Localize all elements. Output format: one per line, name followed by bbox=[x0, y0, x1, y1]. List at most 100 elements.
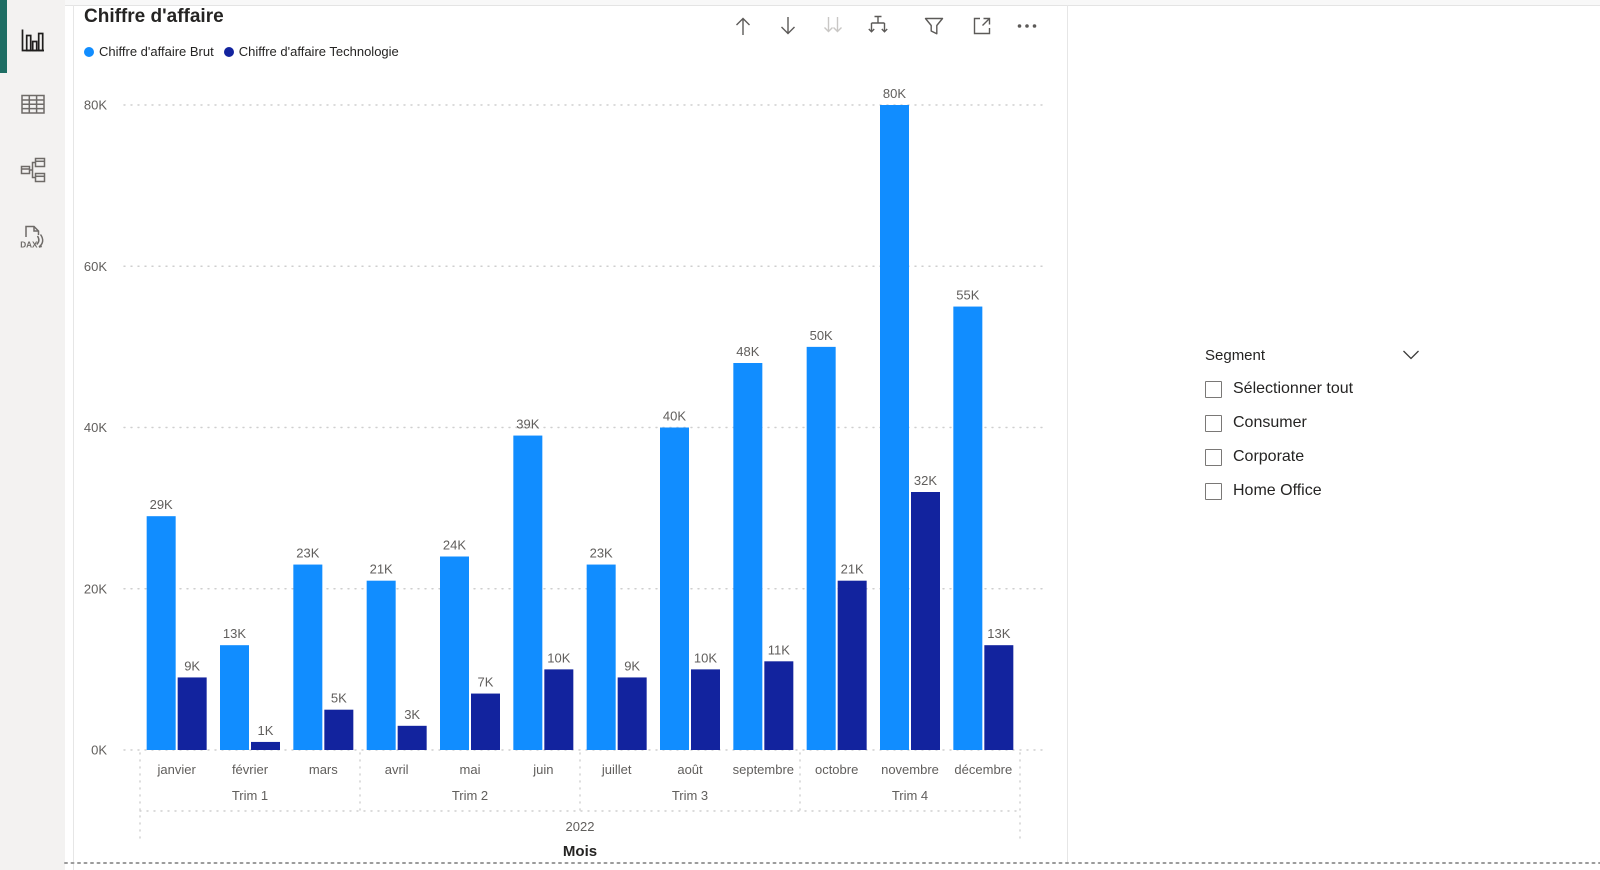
drill-down-next-level-icon bbox=[824, 17, 842, 33]
legend: Chiffre d'affaire Brut Chiffre d'affaire … bbox=[84, 44, 399, 59]
table-view-icon bbox=[21, 94, 45, 114]
y-axis-tick-label: 80K bbox=[84, 98, 107, 113]
focus-mode-icon bbox=[973, 17, 991, 35]
bar-technologie[interactable] bbox=[911, 492, 940, 750]
x-axis-month-label: septembre bbox=[733, 762, 794, 777]
legend-label: Chiffre d'affaire Technologie bbox=[238, 44, 399, 59]
x-axis-quarter-label: Trim 1 bbox=[232, 788, 268, 803]
sidebar-item-table-view[interactable] bbox=[14, 85, 52, 123]
bar-brut[interactable] bbox=[366, 580, 396, 750]
drill-up-icon bbox=[736, 17, 750, 35]
bar-technologie[interactable] bbox=[691, 669, 720, 750]
bar-data-label: 21K bbox=[841, 562, 864, 577]
bar-brut[interactable] bbox=[440, 556, 469, 751]
y-axis-tick-label: 40K bbox=[84, 420, 107, 435]
legend-item[interactable]: Chiffre d'affaire Technologie bbox=[223, 44, 399, 59]
expand-all-down-one-level-button[interactable] bbox=[863, 10, 893, 42]
slicer-item-label: Corporate bbox=[1233, 448, 1305, 465]
bar-data-label: 7K bbox=[478, 675, 494, 690]
segment-slicer: Segment Sélectionner tout Consumer Corpora… bbox=[1205, 346, 1420, 508]
active-view-indicator bbox=[0, 0, 7, 73]
bar-data-label: 10K bbox=[547, 650, 570, 665]
slicer-items: Sélectionner tout Consumer Corporate Home O… bbox=[1205, 372, 1420, 508]
bar-brut[interactable] bbox=[880, 105, 909, 750]
chevron-down-icon bbox=[1403, 350, 1419, 360]
bar-data-label: 24K bbox=[443, 538, 466, 553]
bar-technologie[interactable] bbox=[177, 677, 207, 750]
bar-data-label: 9K bbox=[624, 658, 640, 673]
svg-text:DAX: DAX bbox=[20, 241, 38, 250]
model-view-icon bbox=[20, 157, 46, 183]
drill-down-icon bbox=[781, 17, 795, 35]
bar-technologie[interactable] bbox=[617, 677, 647, 750]
checkbox[interactable] bbox=[1205, 448, 1222, 466]
y-axis-tick-label: 60K bbox=[84, 259, 107, 274]
slicer-item-label: Sélectionner tout bbox=[1233, 380, 1354, 397]
bar-brut[interactable] bbox=[220, 645, 249, 750]
bar-brut[interactable] bbox=[513, 435, 543, 750]
expand-all-down-one-level-icon bbox=[868, 15, 888, 33]
bar-technologie[interactable] bbox=[764, 661, 794, 750]
slicer-item[interactable]: Corporate bbox=[1205, 440, 1420, 474]
slicer-item-label: Consumer bbox=[1233, 414, 1307, 431]
bar-data-label: 9K bbox=[184, 658, 200, 673]
legend-dot bbox=[223, 46, 234, 57]
x-axis-month-label: décembre bbox=[954, 762, 1012, 777]
sidebar-item-report-view[interactable] bbox=[14, 21, 52, 59]
bar-technologie[interactable] bbox=[471, 693, 500, 750]
x-axis-month-label: juillet bbox=[601, 762, 632, 777]
bar-technologie[interactable] bbox=[544, 669, 574, 750]
bar-brut[interactable] bbox=[660, 427, 689, 751]
checkbox[interactable] bbox=[1205, 414, 1222, 432]
bar-brut[interactable] bbox=[953, 306, 983, 750]
sidebar-item-dax-query-view[interactable]: DAX bbox=[14, 218, 52, 256]
more-options-button[interactable] bbox=[1012, 10, 1042, 42]
canvas-top-edge bbox=[65, 0, 1600, 6]
bar-data-label: 32K bbox=[914, 473, 937, 488]
more-options-icon bbox=[1017, 24, 1037, 28]
bar-data-label: 21K bbox=[370, 562, 393, 577]
x-axis-month-label: octobre bbox=[815, 762, 858, 777]
x-axis-month-label: mai bbox=[460, 762, 481, 777]
bar-data-label: 23K bbox=[590, 546, 613, 561]
view-sidebar: DAX bbox=[0, 0, 65, 870]
slicer-item[interactable]: Sélectionner tout bbox=[1205, 372, 1420, 406]
bar-technologie[interactable] bbox=[397, 725, 427, 750]
sidebar-item-model-view[interactable] bbox=[14, 151, 52, 189]
x-axis-month-label: mars bbox=[309, 762, 338, 777]
x-axis-month-label: novembre bbox=[881, 762, 939, 777]
bar-data-label: 80K bbox=[883, 86, 906, 101]
bar-data-label: 13K bbox=[987, 626, 1010, 641]
bar-data-label: 40K bbox=[663, 409, 686, 424]
legend-item[interactable]: Chiffre d'affaire Brut bbox=[84, 44, 214, 59]
x-axis-month-label: avril bbox=[385, 762, 409, 777]
legend-dot bbox=[84, 46, 94, 57]
bar-data-label: 13K bbox=[223, 626, 246, 641]
bar-brut[interactable] bbox=[293, 564, 323, 750]
checkbox[interactable] bbox=[1205, 380, 1222, 398]
drill-down-next-level-button[interactable] bbox=[818, 10, 848, 42]
bar-brut[interactable] bbox=[146, 516, 176, 750]
slicer-item[interactable]: Home Office bbox=[1205, 474, 1420, 508]
filter-button[interactable] bbox=[919, 10, 949, 42]
page-left-boundary bbox=[73, 5, 74, 870]
drill-down-button[interactable] bbox=[773, 10, 803, 42]
bar-brut[interactable] bbox=[733, 363, 763, 750]
checkbox[interactable] bbox=[1205, 482, 1222, 500]
x-axis-year-label: 2022 bbox=[566, 819, 595, 834]
slicer-item[interactable]: Consumer bbox=[1205, 406, 1420, 440]
visual-title: Chiffre d'affaire bbox=[84, 6, 224, 27]
bar-technologie[interactable] bbox=[837, 580, 867, 750]
bar-technologie[interactable] bbox=[984, 645, 1014, 750]
bar-data-label: 3K bbox=[404, 707, 420, 722]
drill-up-button[interactable] bbox=[728, 10, 758, 42]
filter-icon bbox=[924, 17, 944, 35]
slicer-collapse-button[interactable] bbox=[1402, 350, 1420, 360]
bar-data-label: 50K bbox=[810, 328, 833, 343]
focus-mode-button[interactable] bbox=[966, 10, 996, 42]
bar-technologie[interactable] bbox=[251, 741, 280, 750]
bar-brut[interactable] bbox=[586, 564, 616, 750]
bar-technologie[interactable] bbox=[324, 709, 354, 750]
bar-brut[interactable] bbox=[806, 346, 836, 750]
bar-data-label: 11K bbox=[768, 642, 790, 657]
